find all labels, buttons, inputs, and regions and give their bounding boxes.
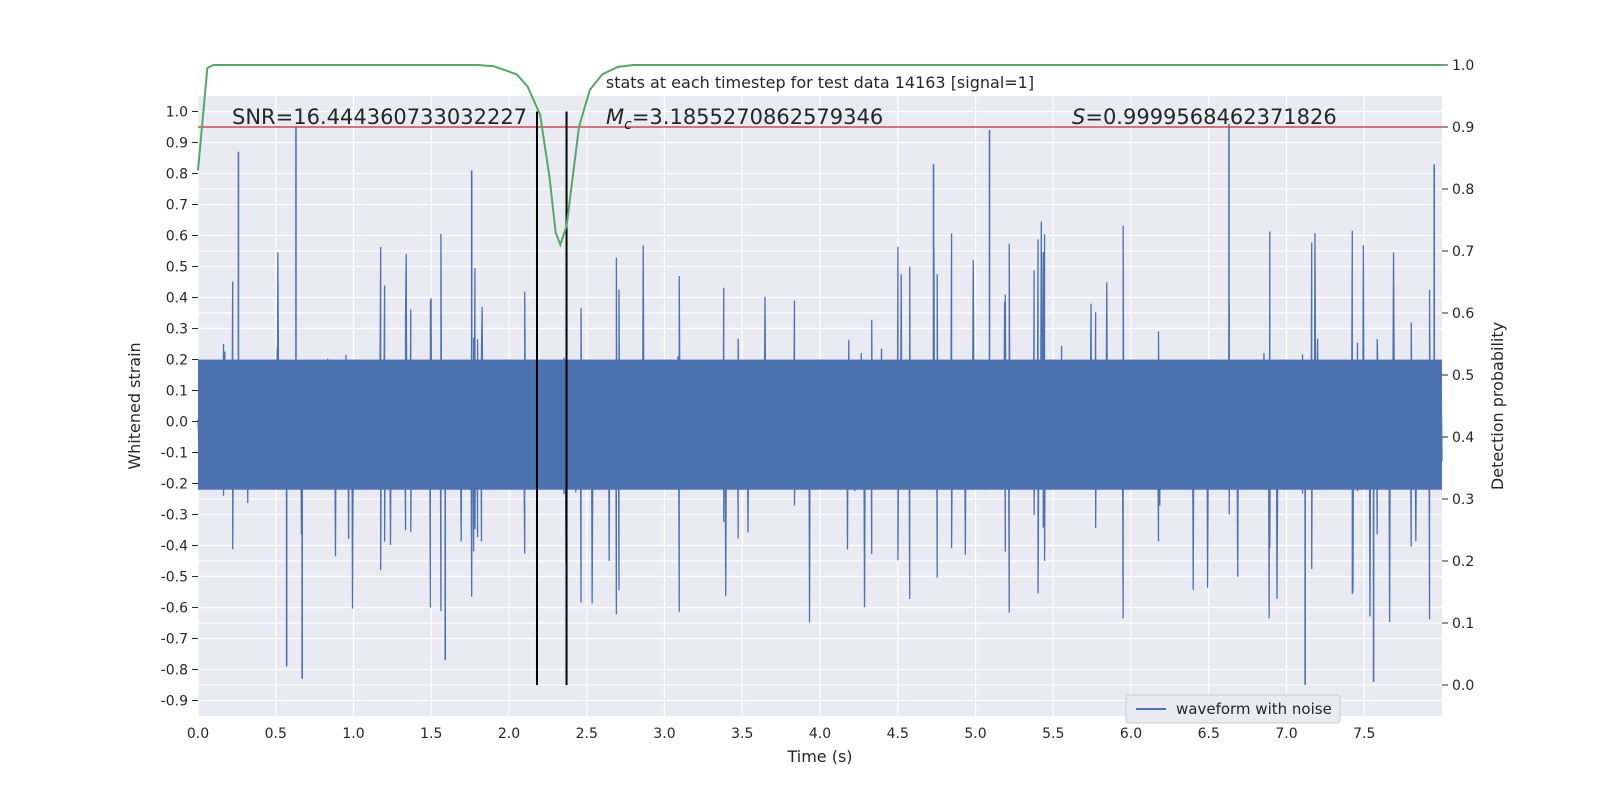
x-tick-label: 4.5 — [887, 726, 909, 742]
x-tick-label: 4.0 — [809, 726, 831, 742]
y2-tick-label: 1.0 — [1452, 58, 1474, 74]
x-tick-label: 0.0 — [187, 726, 209, 742]
x-axis-label: Time (s) — [786, 747, 852, 766]
s-symbol: S — [1072, 105, 1085, 129]
y2-tick-label: 0.7 — [1452, 244, 1474, 260]
chart-title: stats at each timestep for test data 141… — [606, 73, 1034, 92]
y2-tick-label: 0.1 — [1452, 616, 1474, 632]
y2-axis-label: Detection probability — [1488, 322, 1507, 490]
x-tick-label: 5.5 — [1042, 726, 1064, 742]
legend: waveform with noise — [1125, 694, 1341, 724]
x-tick-label: 5.0 — [964, 726, 986, 742]
y-tick-label: 0.5 — [166, 260, 188, 276]
y2-tick-label: 0.3 — [1452, 492, 1474, 508]
y2-tick-label: 0.5 — [1452, 368, 1474, 384]
y-tick-label: -0.3 — [161, 508, 188, 524]
s-annotation: S=0.9999568462371826 — [1072, 105, 1337, 129]
y-tick-label: 0.6 — [166, 229, 188, 245]
overlay-lines — [198, 111, 1442, 685]
y2-tick-label: 0.6 — [1452, 306, 1474, 322]
x-tick-label: 6.5 — [1198, 726, 1220, 742]
mc-value: =3.1855270862579346 — [632, 105, 883, 129]
y-tick-label: 0.3 — [166, 322, 188, 338]
y-tick-label: -0.8 — [161, 663, 188, 679]
waveform-series — [197, 123, 1443, 685]
y-tick-label: 0.0 — [166, 415, 188, 431]
x-tick-label: 3.0 — [653, 726, 675, 742]
y-tick-label: -0.1 — [161, 446, 188, 462]
x-tick-label: 2.0 — [498, 726, 520, 742]
x-axis-ticks: 0.0 0.5 1.0 1.5 2.0 2.5 3.0 3.5 4.0 4.5 5.0 5.5 6.0 6… — [187, 726, 1376, 742]
s-value: =0.9999568462371826 — [1085, 105, 1336, 129]
y2-tick-label: 0.8 — [1452, 182, 1474, 198]
y-tick-label: 0.9 — [166, 136, 188, 152]
y-tick-label: -0.5 — [161, 570, 188, 586]
x-tick-label: 0.5 — [265, 726, 287, 742]
y2-tick-label: 0.4 — [1452, 430, 1474, 446]
y-tick-label: -0.9 — [161, 694, 188, 710]
y2-tick-label: 0.9 — [1452, 120, 1474, 136]
y-tick-label: 0.2 — [166, 353, 188, 369]
y2-tick-label: 0.2 — [1452, 554, 1474, 570]
y-tick-label: 1.0 — [166, 105, 188, 121]
y-tick-label: 0.8 — [166, 167, 188, 183]
detection-probability-line — [197, 64, 1442, 248]
x-tick-label: 1.5 — [420, 726, 442, 742]
y-axis-ticks: 1.0 0.9 0.8 0.7 0.6 0.5 0.4 0.3 0.2 0.1 0.0 -0.1 -0.… — [161, 105, 198, 710]
x-tick-label: 6.0 — [1120, 726, 1142, 742]
x-tick-label: 7.5 — [1353, 726, 1375, 742]
y-tick-label: -0.4 — [161, 539, 188, 555]
x-tick-label: 1.0 — [342, 726, 364, 742]
snr-annotation: SNR=16.444360733032227 — [232, 105, 527, 129]
x-tick-label: 3.5 — [731, 726, 753, 742]
y-tick-label: -0.2 — [161, 477, 188, 493]
x-tick-label: 7.0 — [1275, 726, 1297, 742]
y-tick-label: 0.7 — [166, 198, 188, 214]
mc-annotation: Mc=3.1855270862579346 — [606, 105, 883, 133]
y-tick-label: -0.6 — [161, 601, 188, 617]
y-tick-label: -0.7 — [161, 632, 188, 648]
mc-subscript: c — [624, 117, 632, 133]
legend-box — [1125, 694, 1341, 724]
waveform-core — [198, 359, 1442, 490]
x-tick-label: 2.5 — [576, 726, 598, 742]
mc-symbol: M — [606, 105, 624, 129]
y-axis-label: Whitened strain — [125, 342, 144, 469]
legend-label: waveform with noise — [1176, 700, 1332, 718]
probability-series — [197, 64, 1442, 248]
y-tick-label: 0.1 — [166, 384, 188, 400]
y2-tick-label: 0.0 — [1452, 678, 1474, 694]
y-tick-label: 0.4 — [166, 291, 188, 307]
y2-axis-ticks: 1.0 0.9 0.8 0.7 0.6 0.5 0.4 0.3 0.2 0.1 0.0 — [1442, 58, 1474, 694]
